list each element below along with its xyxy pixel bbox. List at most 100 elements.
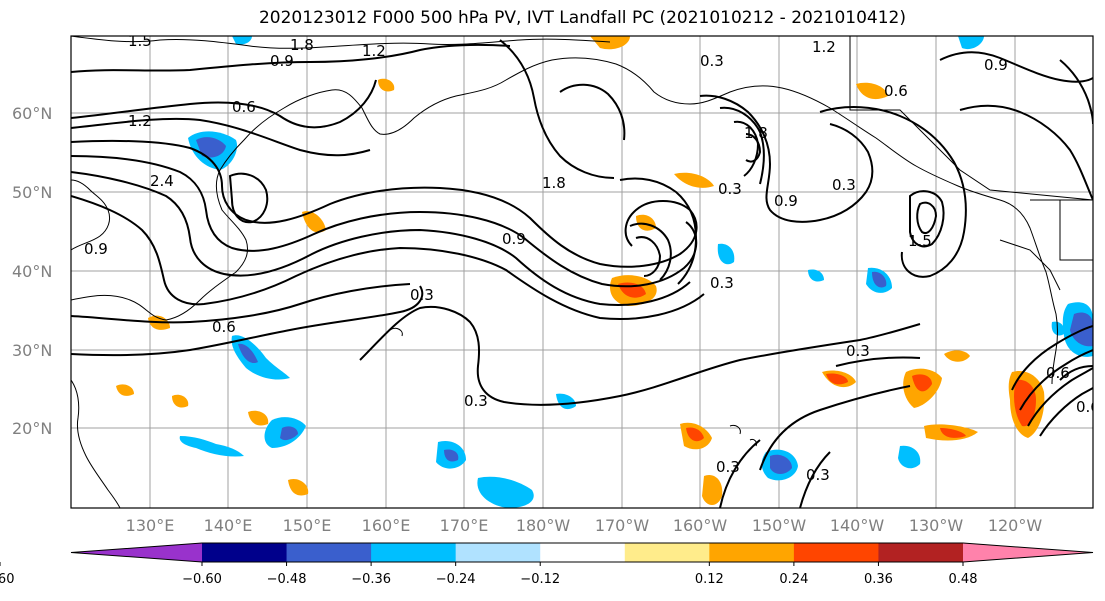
lat-label: 40°N xyxy=(12,262,52,281)
contour-label: 0.6 xyxy=(232,98,256,116)
contour-label: 0.6 xyxy=(212,318,236,336)
lat-label: 30°N xyxy=(12,341,52,360)
ivt-negative-patch xyxy=(958,36,984,50)
colorbar-segment xyxy=(540,543,626,562)
ivt-negative-patch xyxy=(444,449,459,462)
ivt-negative-patch xyxy=(808,269,824,282)
ivt-positive-patch xyxy=(636,214,656,231)
contour-label: 2.4 xyxy=(150,172,174,190)
lon-label: 150°W xyxy=(752,516,807,535)
contour-label: 0.6 xyxy=(1046,364,1070,382)
lat-label: 60°N xyxy=(12,104,52,123)
ivt-positive-patch xyxy=(590,36,630,50)
ivt-negative-patch xyxy=(898,445,921,469)
colorbar-tick-label: −0.60 xyxy=(182,572,222,587)
contour-label: 0.6 xyxy=(1076,398,1100,416)
ivt-positive-patch xyxy=(302,211,326,233)
colorbar: −0.60 −0.48 −0.36 −0.24 −0.12 0.12 0.24 0.36 0.4… xyxy=(0,542,1094,587)
contour-label: 0.9 xyxy=(984,56,1008,74)
lon-label: 150°E xyxy=(283,516,332,535)
ivt-positive-patch xyxy=(248,410,269,426)
contour-label: 0.9 xyxy=(774,192,798,210)
ivt-negative-patch xyxy=(872,271,887,288)
pv-contours xyxy=(71,39,1093,508)
contour-label: 1.8 xyxy=(542,174,566,192)
ivt-positive-patch xyxy=(288,478,309,496)
ivt-positive-patch xyxy=(940,428,966,438)
colorbar-segment xyxy=(878,543,964,562)
colorbar-extend-max xyxy=(963,543,1093,562)
ivt-negative-patch xyxy=(477,476,534,508)
contour-label: 0.3 xyxy=(718,180,742,198)
coastlines xyxy=(71,36,1093,508)
map-frame xyxy=(70,35,1094,509)
ivt-positive-patch xyxy=(912,374,932,392)
contour-label: 1.2 xyxy=(812,38,836,56)
colorbar-tick-label: −0.48 xyxy=(267,572,307,587)
lon-label: 140°E xyxy=(204,516,253,535)
lon-label: 130°W xyxy=(909,516,964,535)
ivt-positive-patch xyxy=(674,172,714,188)
ivt-positive-patch xyxy=(856,82,888,100)
latitude-axis: 60°N 50°N 40°N 30°N 20°N xyxy=(12,104,52,438)
contour-label: 1.5 xyxy=(908,232,932,250)
colorbar-segment xyxy=(709,543,795,562)
colorbar-tick-label: 0.60 xyxy=(0,572,14,587)
contour-label: 0.3 xyxy=(716,458,740,476)
ivt-negative-patch xyxy=(238,343,258,364)
ivt-negative-patch xyxy=(179,436,244,457)
colorbar-tick-label: 0.36 xyxy=(864,572,893,587)
colorbar-tick-label: 0.12 xyxy=(695,572,724,587)
lon-label: 170°W xyxy=(595,516,650,535)
contour-label: 1.2 xyxy=(128,112,152,130)
longitude-axis: 130°E 140°E 150°E 160°E 170°E 180°W 170°… xyxy=(126,516,1043,535)
contour-label: 0.3 xyxy=(464,392,488,410)
contour-label: 0.3 xyxy=(846,342,870,360)
colorbar-tick-label: 0.24 xyxy=(779,572,808,587)
lon-label: 170°E xyxy=(440,516,489,535)
contour-label: 1.8 xyxy=(744,124,768,142)
contour-label: 0.3 xyxy=(832,176,856,194)
lon-label: 180°W xyxy=(516,516,571,535)
contour-label: 1.8 xyxy=(290,36,314,54)
ivt-positive-patch xyxy=(378,78,395,92)
lon-label: 160°E xyxy=(362,516,411,535)
map-title: 2020123012 F000 500 hPa PV, IVT Landfall… xyxy=(258,8,906,28)
ivt-negative-patch xyxy=(196,137,226,158)
ivt-negative-patch xyxy=(717,243,735,265)
ivt-negative-patch xyxy=(280,426,298,441)
lon-label: 160°W xyxy=(673,516,728,535)
ivt-negative-patch xyxy=(232,36,252,45)
ivt-positive-patch xyxy=(116,384,134,396)
lat-label: 50°N xyxy=(12,183,52,202)
contour-label: 0.9 xyxy=(84,240,108,258)
contour-label: 0.6 xyxy=(884,82,908,100)
colorbar-extend-min xyxy=(71,543,202,562)
colorbar-tick-label: 0.48 xyxy=(949,572,978,587)
contour-label: 0.9 xyxy=(270,52,294,70)
contour-label: 1.5 xyxy=(128,32,152,50)
ivt-positive-patch xyxy=(944,350,970,362)
ivt-negative-patch xyxy=(556,393,576,410)
colorbar-segment xyxy=(455,543,541,562)
lon-label: 140°W xyxy=(830,516,885,535)
contour-label: 0.3 xyxy=(710,274,734,292)
colorbar-segment xyxy=(371,543,457,562)
colorbar-segment xyxy=(286,543,372,562)
colorbar-tick-label: −0.36 xyxy=(351,572,391,587)
colorbar-segment xyxy=(793,543,879,562)
contour-label: 0.3 xyxy=(806,466,830,484)
colorbar-tick-label: −0.12 xyxy=(520,572,560,587)
contour-label: 0.3 xyxy=(700,52,724,70)
ivt-positive-patch xyxy=(686,427,704,442)
contour-label: 1.2 xyxy=(362,42,386,60)
contour-label: 0.3 xyxy=(410,286,434,304)
lon-label: 130°E xyxy=(126,516,175,535)
ivt-positive-patch xyxy=(826,373,848,385)
ivt-positive-patch xyxy=(172,394,189,408)
ivt-negative-patch xyxy=(1051,321,1065,336)
colorbar-tick-label: −0.24 xyxy=(436,572,476,587)
ivt-negative-patch xyxy=(770,454,792,474)
lon-label: 120°W xyxy=(988,516,1043,535)
